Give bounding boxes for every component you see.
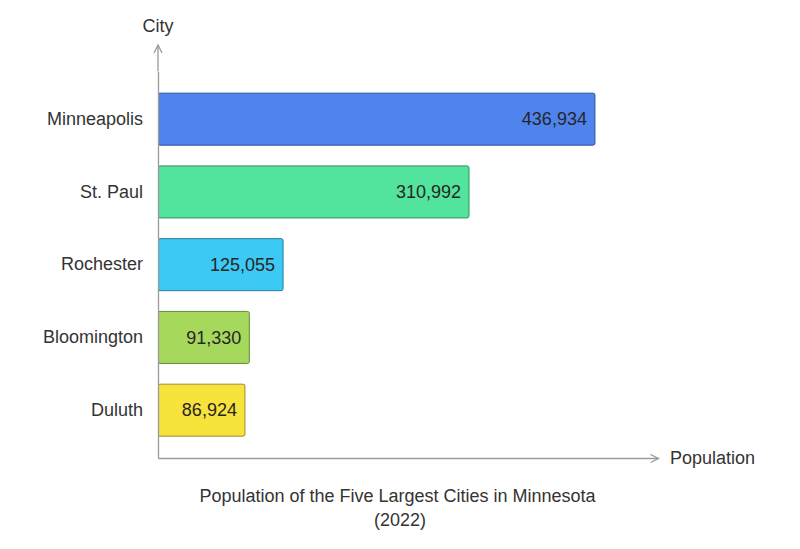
x-axis-title: Population [670,448,755,468]
bars [158,93,595,436]
y-tick-label: St. Paul [80,182,143,202]
bar [158,93,595,145]
bar [158,239,283,291]
y-tick-label: Bloomington [43,327,143,347]
bar [158,311,249,363]
y-tick-label: Minneapolis [47,109,143,129]
x-axis [159,458,659,459]
bar [158,384,245,436]
x-axis-line [159,458,659,459]
y-axis: Minneapolis St. Paul Rochester Bloomington D… [43,72,159,459]
y-axis-title: City [143,16,174,36]
title: Population of the Five Largest Cities in… [199,486,600,530]
data-label: 86,924 [182,400,237,420]
data-label: 125,055 [210,255,275,275]
chart: Minneapolis St. Paul Rochester Bloomington D… [0,0,800,549]
y-tick: Duluth [91,400,158,420]
data-labels: 436,934 310,992 125,055 91,330 86,924 [182,109,587,420]
y-tick: St. Paul [80,182,158,202]
data-label: 310,992 [396,182,461,202]
data-label: 436,934 [522,109,587,129]
y-tick: Minneapolis [47,109,158,129]
y-tick: Rochester [61,254,158,274]
y-tick-label: Duluth [91,400,143,420]
bar [158,166,469,218]
y-tick-label: Rochester [61,254,143,274]
y-axis-line [158,72,159,459]
y-tick: Bloomington [43,327,158,347]
data-label: 91,330 [186,328,241,348]
y-axis-arrow [157,45,158,71]
